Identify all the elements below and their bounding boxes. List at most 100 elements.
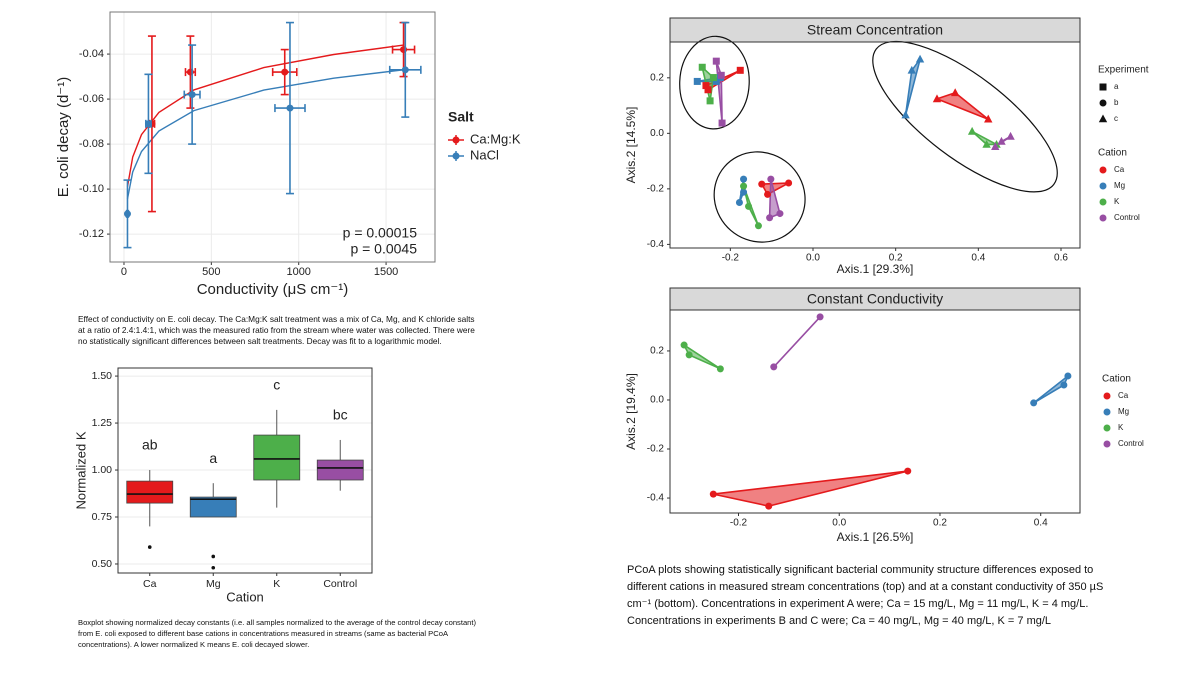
y-tick-label: -0.06 [79,93,104,105]
data-point [816,313,824,321]
y-axis-title: E. coli decay (d⁻¹) [55,77,72,197]
x-tick-label: 0.6 [1054,253,1068,264]
group-polygon [971,130,998,146]
data-point [712,57,720,65]
data-point [904,467,912,475]
x-tick-label: K [273,578,280,590]
data-point [764,190,772,198]
data-point [680,341,688,349]
data-point [693,77,701,85]
significance-letter: ab [142,437,158,453]
data-point [991,142,1000,150]
y-tick-label: 1.00 [92,464,113,476]
legend-key [1099,214,1107,222]
x-tick-label: 1000 [286,266,310,278]
group-polygon [683,344,722,370]
legend-label: K [1118,423,1124,432]
outlier [211,554,216,559]
x-axis-title: Axis.1 [29.3%] [837,262,914,276]
legend-key [452,152,460,160]
x-tick-label: Control [323,578,357,590]
y-tick-label: 0.75 [92,511,113,523]
y-tick-label: 1.50 [92,370,113,382]
data-point [745,202,753,210]
x-axis-title: Axis.1 [26.5%] [837,530,914,544]
legend-key [452,136,460,144]
data-point [740,175,748,183]
legend-title: Cation [1102,374,1131,385]
y-tick-label: 0.50 [92,558,113,570]
plot-background [670,310,1080,513]
data-point [286,104,294,112]
y-axis-title: Axis.2 [19.4%] [624,373,638,450]
confidence-ellipse [872,40,1058,193]
y-tick-label: -0.08 [79,138,104,150]
data-point [718,119,726,127]
data-point [685,351,693,359]
caption: Boxplot showing normalized decay constan… [78,618,477,649]
data-point [1060,381,1068,389]
annotation: p = 0.00015 [343,225,418,241]
fit-line [126,69,404,199]
data-point [932,94,942,103]
data-point [123,210,131,218]
legend-key [1103,408,1111,416]
data-point [767,175,775,183]
x-tick-label: -0.2 [722,253,740,264]
data-point [907,65,916,74]
data-point [736,66,744,74]
data-point [984,114,993,123]
x-tick-label: 0.0 [806,253,820,264]
legend-label: Mg [1114,181,1125,190]
y-tick-label: 0.0 [650,395,664,406]
y-tick-label: -0.2 [647,444,665,455]
legend-label: NaCl [470,147,499,162]
x-tick-label: 0.0 [832,518,846,529]
x-tick-label: 0.2 [933,518,947,529]
data-point [709,490,717,498]
plot-background [670,42,1080,248]
legend-title: Experiment [1098,65,1149,76]
x-tick-label: 0.4 [1034,518,1048,529]
legend-label: Ca [1118,391,1129,400]
box [253,434,301,481]
data-point [717,71,725,79]
data-point [776,210,784,218]
legend-label: Ca [1114,165,1125,174]
y-tick-label: 1.25 [92,417,113,429]
data-point [706,97,714,105]
legend-title: Salt [448,109,474,125]
data-point [740,188,748,196]
data-point [901,110,910,119]
legend-label: a [1114,82,1119,91]
group-polygon [904,58,921,116]
data-point [997,136,1006,145]
group-polygon [1032,375,1069,404]
data-point [144,120,152,128]
panel-title: Stream Concentration [807,22,943,38]
group-polygon [712,470,909,507]
y-tick-label: -0.12 [79,228,104,240]
legend-key [1099,99,1107,107]
legend-key [1103,392,1111,400]
data-point [758,180,766,188]
caption: Effect of conductivity on E. coli decay.… [78,314,475,346]
x-tick-label: Mg [206,578,221,590]
legend-title: Cation [1098,148,1127,159]
annotation: p = 0.0045 [350,241,417,257]
x-tick-label: 0.4 [971,253,985,264]
y-tick-label: -0.10 [79,183,104,195]
data-point [698,63,706,71]
legend-key [1103,424,1111,432]
plot-border [669,309,1081,514]
plot-border [109,11,436,263]
confidence-ellipse [679,35,750,130]
fit-line [126,44,404,187]
data-point [766,214,774,222]
legend-label: Control [1114,213,1140,222]
data-point [765,502,773,510]
legend-label: K [1114,197,1120,206]
x-tick-label: 500 [202,266,220,278]
